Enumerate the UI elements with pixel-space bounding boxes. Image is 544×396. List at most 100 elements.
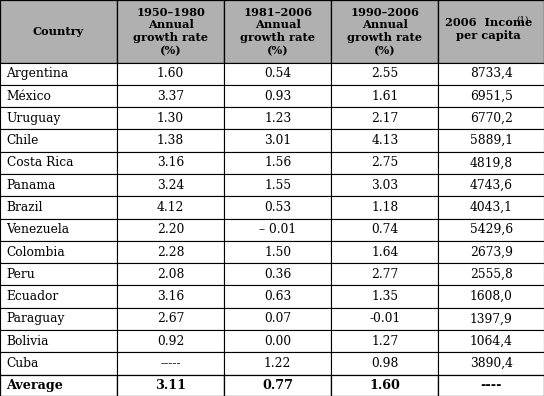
Bar (117, 85, 224, 107)
Text: 2.77: 2.77 (371, 268, 399, 281)
Bar (224, 196, 331, 219)
Text: Colombia: Colombia (7, 246, 65, 259)
Bar (331, 196, 438, 219)
Bar (331, 286, 438, 308)
Text: 0.00: 0.00 (264, 335, 291, 348)
Text: 1981–2006
Annual
growth rate
(%): 1981–2006 Annual growth rate (%) (240, 7, 315, 56)
Bar (331, 63, 438, 85)
Bar (0, 196, 117, 219)
Text: 4.13: 4.13 (371, 134, 399, 147)
Bar (117, 152, 224, 174)
Bar (438, 352, 544, 375)
Bar (224, 286, 331, 308)
Bar (0, 219, 117, 241)
Text: 1950–1980
Annual
growth rate
(%): 1950–1980 Annual growth rate (%) (133, 7, 208, 56)
Bar (224, 129, 331, 152)
Text: 3.03: 3.03 (372, 179, 398, 192)
Text: 2555,8: 2555,8 (470, 268, 512, 281)
Bar (224, 107, 331, 129)
Text: Uruguay: Uruguay (7, 112, 61, 125)
Text: 0.92: 0.92 (157, 335, 184, 348)
Bar (0, 152, 117, 174)
Bar (331, 107, 438, 129)
Bar (0, 352, 117, 375)
Bar (224, 308, 331, 330)
Text: 1990–2006
Annual
growth rate
(%): 1990–2006 Annual growth rate (%) (348, 7, 422, 56)
Text: 0.53: 0.53 (264, 201, 291, 214)
Bar (438, 129, 544, 152)
Text: Chile: Chile (7, 134, 39, 147)
Bar (0, 308, 117, 330)
Text: – 0.01: – 0.01 (259, 223, 296, 236)
Bar (117, 352, 224, 375)
Text: 3.16: 3.16 (157, 290, 184, 303)
Bar (438, 63, 544, 85)
Bar (438, 196, 544, 219)
Bar (117, 0, 224, 63)
Text: Country: Country (33, 26, 84, 37)
Bar (438, 152, 544, 174)
Bar (438, 263, 544, 286)
Text: -----: ----- (160, 357, 181, 370)
Text: 1.30: 1.30 (157, 112, 184, 125)
Text: 4043,1: 4043,1 (470, 201, 512, 214)
Bar (0, 375, 117, 396)
Text: 3.16: 3.16 (157, 156, 184, 169)
Bar (117, 308, 224, 330)
Text: 1608,0: 1608,0 (470, 290, 512, 303)
Bar (331, 129, 438, 152)
Bar (438, 308, 544, 330)
Bar (117, 286, 224, 308)
Bar (0, 330, 117, 352)
Bar (117, 107, 224, 129)
Bar (117, 263, 224, 286)
Text: 1.60: 1.60 (157, 67, 184, 80)
Text: 2.17: 2.17 (371, 112, 399, 125)
Text: 1.22: 1.22 (264, 357, 292, 370)
Bar (117, 129, 224, 152)
Bar (438, 107, 544, 129)
Bar (0, 107, 117, 129)
Text: 2.67: 2.67 (157, 312, 184, 326)
Text: 5889,1: 5889,1 (469, 134, 513, 147)
Bar (117, 241, 224, 263)
Bar (224, 174, 331, 196)
Bar (438, 241, 544, 263)
Bar (224, 63, 331, 85)
Text: 0.93: 0.93 (264, 89, 292, 103)
Bar (331, 352, 438, 375)
Text: 0.36: 0.36 (264, 268, 292, 281)
Bar (0, 174, 117, 196)
Text: Costa Rica: Costa Rica (7, 156, 73, 169)
Text: 0.54: 0.54 (264, 67, 292, 80)
Text: 1397,9: 1397,9 (470, 312, 512, 326)
Bar (224, 241, 331, 263)
Bar (117, 219, 224, 241)
Text: 8733,4: 8733,4 (470, 67, 512, 80)
Bar (117, 174, 224, 196)
Bar (224, 263, 331, 286)
Text: 1.50: 1.50 (264, 246, 291, 259)
Bar (438, 330, 544, 352)
Bar (0, 0, 117, 63)
Text: Average: Average (7, 379, 64, 392)
Text: 3.01: 3.01 (264, 134, 291, 147)
Text: 2.55: 2.55 (371, 67, 399, 80)
Text: Ecuador: Ecuador (7, 290, 59, 303)
Text: 0.74: 0.74 (371, 223, 399, 236)
Bar (117, 375, 224, 396)
Bar (331, 152, 438, 174)
Text: 2673,9: 2673,9 (469, 246, 513, 259)
Bar (117, 63, 224, 85)
Text: 3.37: 3.37 (157, 89, 184, 103)
Bar (0, 286, 117, 308)
Bar (331, 85, 438, 107)
Bar (0, 63, 117, 85)
Bar (224, 152, 331, 174)
Bar (331, 219, 438, 241)
Bar (0, 241, 117, 263)
Text: 4743,6: 4743,6 (469, 179, 513, 192)
Text: 1.64: 1.64 (371, 246, 399, 259)
Bar (224, 352, 331, 375)
Text: 1.23: 1.23 (264, 112, 292, 125)
